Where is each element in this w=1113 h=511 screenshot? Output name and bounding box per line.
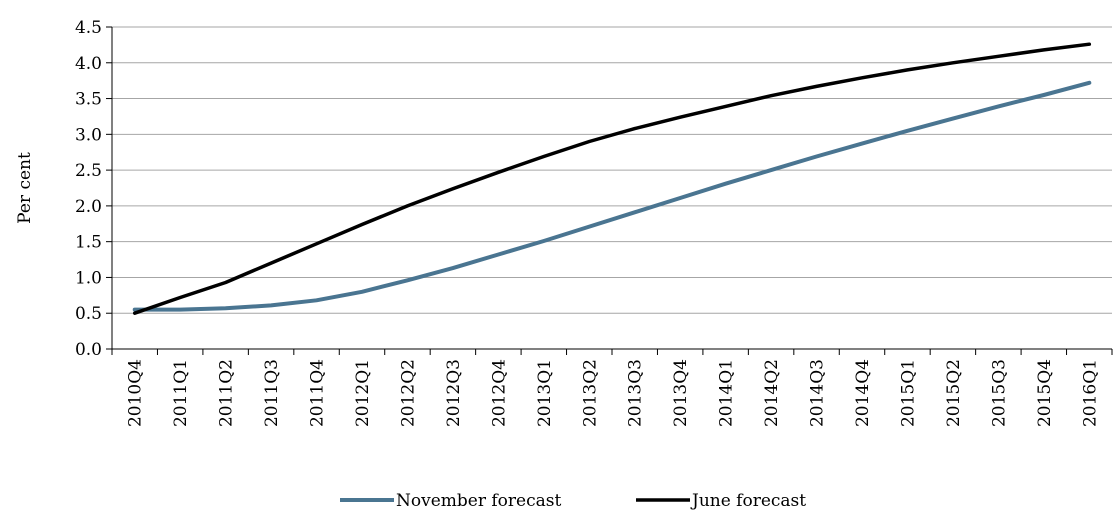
x-tick-label: 2013Q1 xyxy=(535,359,555,427)
x-tick-labels: 2010Q4 2011Q1 2011Q2 2011Q3 2011Q4 2012Q1 2012… xyxy=(126,359,1101,427)
y-tick-label: 4.0 xyxy=(75,54,102,74)
legend-label: June forecast xyxy=(690,491,806,511)
x-tick-label: 2015Q3 xyxy=(989,359,1009,427)
y-tick-label: 2.0 xyxy=(75,197,102,217)
y-tick-label: 0.5 xyxy=(75,304,102,324)
x-tick-label: 2012Q3 xyxy=(444,359,464,427)
x-tick-label: 2015Q4 xyxy=(1035,359,1055,427)
x-tick-label: 2013Q2 xyxy=(580,359,600,427)
x-tick-label: 2012Q4 xyxy=(489,359,509,427)
x-tick-label: 2010Q4 xyxy=(126,359,146,427)
x-tick-label: 2015Q2 xyxy=(944,359,964,427)
y-tick-label: 3.0 xyxy=(75,125,102,145)
series-line-november-forecast xyxy=(132,80,1092,312)
x-tick-label: 2012Q1 xyxy=(353,359,373,427)
y-tick-label: 3.5 xyxy=(75,90,102,110)
x-tick-label: 2012Q2 xyxy=(398,359,418,427)
y-axis-title: Per cent xyxy=(15,152,35,224)
y-tick-label: 4.5 xyxy=(75,18,102,38)
y-tick-labels: 0.0 0.5 1.0 1.5 2.0 2.5 3.0 3.5 4.0 4.5 xyxy=(75,18,102,360)
legend-label: November forecast xyxy=(396,491,561,511)
x-tick-label: 2011Q2 xyxy=(217,359,237,427)
y-tick-label: 1.0 xyxy=(75,268,102,288)
data-series xyxy=(132,42,1092,315)
x-tick-label: 2014Q1 xyxy=(717,359,737,427)
x-tick-label: 2013Q4 xyxy=(671,359,691,427)
y-tick-label: 0.0 xyxy=(75,340,102,360)
x-tick-label: 2011Q3 xyxy=(262,359,282,427)
x-tick-label: 2014Q4 xyxy=(853,359,873,427)
axes xyxy=(106,26,1113,355)
x-tick-label: 2016Q1 xyxy=(1080,359,1100,427)
gridlines xyxy=(112,26,1112,314)
legend: November forecast June forecast xyxy=(340,491,806,511)
x-tick-label: 2014Q2 xyxy=(762,359,782,427)
x-tick-label: 2011Q4 xyxy=(308,359,328,427)
x-tick-label: 2015Q1 xyxy=(898,359,918,427)
y-tick-label: 2.5 xyxy=(75,161,102,181)
x-tick-label: 2014Q3 xyxy=(808,359,828,427)
x-tick-label: 2011Q1 xyxy=(171,359,191,427)
series-line-june-forecast xyxy=(132,42,1092,315)
x-tick-label: 2013Q3 xyxy=(626,359,646,427)
y-tick-label: 1.5 xyxy=(75,233,102,253)
